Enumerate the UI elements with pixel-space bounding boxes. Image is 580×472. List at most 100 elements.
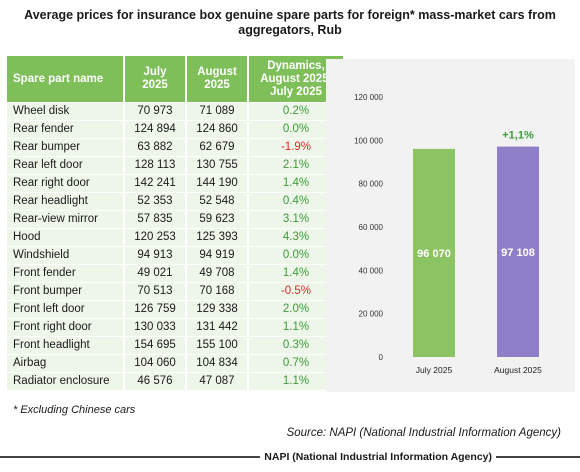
cell-part-name: Windshield: [7, 247, 123, 264]
cell-august: 130 755: [187, 157, 247, 174]
cell-dynamics: 1.4%: [249, 175, 343, 192]
cell-july: 70 973: [125, 103, 185, 120]
table-row: Rear left door 128 113 130 755 2.1%: [7, 157, 343, 174]
x-tick-label: July 2025: [416, 365, 453, 375]
change-annotation: +1,1%: [502, 130, 534, 142]
source-note: Source: NAPI (National Industrial Inform…: [286, 427, 561, 439]
cell-august: 70 168: [187, 283, 247, 300]
cell-part-name: Rear fender: [7, 121, 123, 138]
cell-july: 120 253: [125, 229, 185, 246]
cell-part-name: Hood: [7, 229, 123, 246]
cell-dynamics: 0.2%: [249, 103, 343, 120]
cell-july: 104 060: [125, 355, 185, 372]
footer-label: NAPI (National Industrial Information Ag…: [260, 451, 496, 463]
cell-july: 57 835: [125, 211, 185, 228]
cell-part-name: Rear headlight: [7, 193, 123, 210]
cell-august: 131 442: [187, 319, 247, 336]
y-tick-label: 80 000: [359, 180, 384, 189]
cell-part-name: Rear-view mirror: [7, 211, 123, 228]
cell-dynamics: 2.0%: [249, 301, 343, 318]
table-row: Rear bumper 63 882 62 679 -1.9%: [7, 139, 343, 156]
cell-part-name: Front headlight: [7, 337, 123, 354]
cell-august: 129 338: [187, 301, 247, 318]
x-tick-label: August 2025: [494, 365, 542, 375]
header-august: August 2025: [187, 56, 247, 102]
cell-part-name: Front right door: [7, 319, 123, 336]
footnote: * Excluding Chinese cars: [13, 404, 136, 416]
bar-value-label: 96 070: [417, 248, 451, 260]
cell-part-name: Rear bumper: [7, 139, 123, 156]
cell-dynamics: -1.9%: [249, 139, 343, 156]
bar-value-label: 97 108: [501, 247, 535, 259]
table-row: Hood 120 253 125 393 4.3%: [7, 229, 343, 246]
cell-dynamics: 4.3%: [249, 229, 343, 246]
cell-august: 62 679: [187, 139, 247, 156]
bar-chart: 0 20 000 40 000 60 000 80 000 100 000 120 000 9…: [354, 93, 542, 375]
cell-july: 70 513: [125, 283, 185, 300]
cell-dynamics: 3.1%: [249, 211, 343, 228]
cell-dynamics: 0.0%: [249, 247, 343, 264]
cell-july: 130 033: [125, 319, 185, 336]
cell-july: 52 353: [125, 193, 185, 210]
chart-title: Average prices for insurance box genuine…: [24, 8, 556, 37]
cell-august: 94 919: [187, 247, 247, 264]
cell-july: 128 113: [125, 157, 185, 174]
cell-august: 47 087: [187, 373, 247, 390]
cell-dynamics: 2.1%: [249, 157, 343, 174]
cell-august: 71 089: [187, 103, 247, 120]
table-row: Rear-view mirror 57 835 59 623 3.1%: [7, 211, 343, 228]
y-tick-label: 120 000: [354, 93, 383, 102]
cell-part-name: Rear left door: [7, 157, 123, 174]
cell-july: 94 913: [125, 247, 185, 264]
cell-july: 49 021: [125, 265, 185, 282]
table-row: Windshield 94 913 94 919 0.0%: [7, 247, 343, 264]
bar: [497, 146, 539, 357]
cell-august: 52 548: [187, 193, 247, 210]
cell-july: 46 576: [125, 373, 185, 390]
header-july: July 2025: [125, 56, 185, 102]
cell-part-name: Front bumper: [7, 283, 123, 300]
cell-dynamics: 0.0%: [249, 121, 343, 138]
cell-august: 125 393: [187, 229, 247, 246]
cell-july: 126 759: [125, 301, 185, 318]
cell-august: 104 834: [187, 355, 247, 372]
y-tick-label: 20 000: [359, 310, 384, 319]
chart-panel: 0 20 000 40 000 60 000 80 000 100 000 120 000 9…: [326, 59, 575, 392]
cell-august: 49 708: [187, 265, 247, 282]
table-row: Front bumper 70 513 70 168 -0.5%: [7, 283, 343, 300]
y-tick-label: 0: [379, 353, 384, 362]
spare-parts-table: Spare part name July 2025 August 2025 Dy…: [5, 56, 345, 391]
cell-dynamics: 1.1%: [249, 319, 343, 336]
cell-part-name: Airbag: [7, 355, 123, 372]
cell-july: 63 882: [125, 139, 185, 156]
table-row: Wheel disk 70 973 71 089 0.2%: [7, 103, 343, 120]
y-tick-label: 40 000: [359, 266, 384, 275]
cell-part-name: Wheel disk: [7, 103, 123, 120]
cell-part-name: Rear right door: [7, 175, 123, 192]
cell-part-name: Front fender: [7, 265, 123, 282]
cell-dynamics: -0.5%: [249, 283, 343, 300]
table-row: Front right door 130 033 131 442 1.1%: [7, 319, 343, 336]
cell-august: 124 860: [187, 121, 247, 138]
table-row: Front left door 126 759 129 338 2.0%: [7, 301, 343, 318]
cell-dynamics: 0.7%: [249, 355, 343, 372]
cell-dynamics: 1.4%: [249, 265, 343, 282]
cell-july: 124 894: [125, 121, 185, 138]
table-header-row: Spare part name July 2025 August 2025 Dy…: [7, 56, 343, 102]
table-row: Airbag 104 060 104 834 0.7%: [7, 355, 343, 372]
y-tick-label: 100 000: [354, 136, 383, 145]
cell-august: 155 100: [187, 337, 247, 354]
cell-dynamics: 1.1%: [249, 373, 343, 390]
bar: [413, 148, 455, 357]
cell-august: 144 190: [187, 175, 247, 192]
table-row: Radiator enclosure 46 576 47 087 1.1%: [7, 373, 343, 390]
cell-part-name: Radiator enclosure: [7, 373, 123, 390]
table-row: Rear headlight 52 353 52 548 0.4%: [7, 193, 343, 210]
y-tick-label: 60 000: [359, 223, 384, 232]
cell-july: 142 241: [125, 175, 185, 192]
cell-august: 59 623: [187, 211, 247, 228]
table-row: Rear right door 142 241 144 190 1.4%: [7, 175, 343, 192]
cell-july: 154 695: [125, 337, 185, 354]
header-spare-part: Spare part name: [7, 56, 123, 102]
cell-dynamics: 0.4%: [249, 193, 343, 210]
